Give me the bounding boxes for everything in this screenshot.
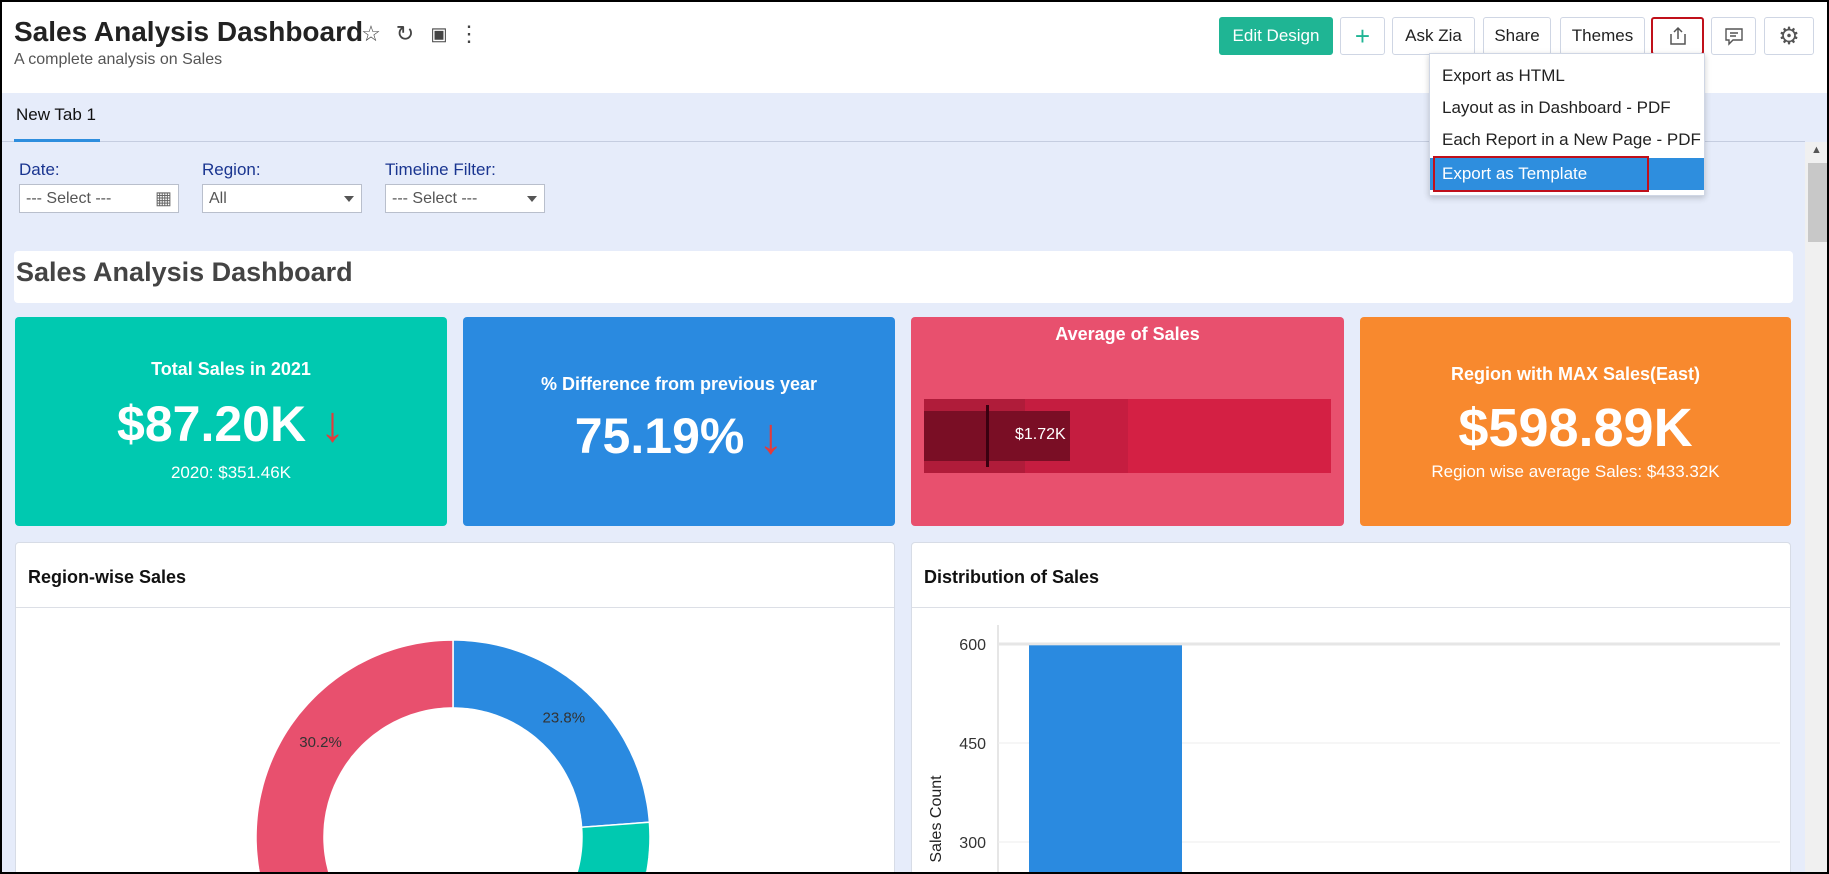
date-filter-value: --- Select --- bbox=[26, 190, 112, 207]
export-icon bbox=[1669, 26, 1686, 45]
kpi-title: % Difference from previous year bbox=[540, 374, 818, 394]
menu-item-export-html[interactable]: Export as HTML bbox=[1442, 66, 1565, 85]
divider bbox=[16, 607, 894, 608]
settings-button[interactable]: ⚙ bbox=[1764, 17, 1814, 55]
export-menu: Export as HTML Layout as in Dashboard - … bbox=[1429, 53, 1705, 196]
add-button[interactable]: + bbox=[1340, 17, 1385, 55]
scrollbar-thumb[interactable] bbox=[1808, 163, 1827, 242]
export-button[interactable] bbox=[1651, 17, 1704, 55]
region-wise-sales-card: Region-wise Sales 23.8% 30.2% bbox=[15, 542, 895, 873]
donut-slice[interactable] bbox=[266, 821, 651, 873]
tab-new-tab-1[interactable]: New Tab 1 bbox=[16, 105, 97, 124]
date-filter-label: Date: bbox=[19, 160, 60, 179]
tab-bar: New Tab 1 bbox=[0, 93, 1805, 142]
dashboard-subtitle: A complete analysis on Sales bbox=[14, 51, 223, 68]
dashboard-title: Sales Analysis Dashboard bbox=[14, 16, 364, 47]
scroll-up-icon[interactable]: ▲ bbox=[1811, 144, 1822, 156]
comments-button[interactable] bbox=[1711, 17, 1756, 55]
kpi-value: 75.19% ↓ bbox=[463, 407, 895, 465]
slice-label: 23.8% bbox=[543, 709, 586, 726]
bar[interactable] bbox=[1029, 645, 1182, 873]
y-tick-label: 450 bbox=[959, 736, 986, 753]
bullet-target-marker bbox=[986, 405, 989, 467]
region-filter-value: All bbox=[209, 190, 227, 207]
chevron-down-icon bbox=[527, 196, 537, 202]
divider bbox=[912, 607, 1790, 608]
timeline-filter-label: Timeline Filter: bbox=[385, 160, 496, 179]
gear-icon: ⚙ bbox=[1778, 22, 1800, 50]
more-vertical-icon[interactable]: ⋮ bbox=[458, 21, 480, 46]
ask-zia-button[interactable]: Ask Zia bbox=[1392, 17, 1475, 55]
y-axis-label: Sales Count bbox=[928, 775, 945, 863]
kpi-region-max-sales[interactable]: Region with MAX Sales(East) $598.89K Reg… bbox=[1360, 317, 1791, 526]
kpi-value-text: $87.20K bbox=[117, 396, 307, 452]
arrow-down-icon: ↓ bbox=[319, 396, 345, 452]
calendar-icon[interactable]: ▦ bbox=[154, 188, 172, 208]
dashboard-banner: Sales Analysis Dashboard bbox=[14, 251, 1793, 303]
region-filter-select[interactable]: All bbox=[202, 184, 362, 213]
save-icon[interactable]: ▣ bbox=[430, 24, 448, 44]
chart-title: Region-wise Sales bbox=[28, 567, 187, 587]
date-filter-input[interactable]: --- Select --- ▦ bbox=[19, 184, 179, 213]
region-filter-label: Region: bbox=[202, 160, 261, 179]
kpi-value: $598.89K bbox=[1458, 398, 1693, 458]
chevron-down-icon bbox=[344, 196, 354, 202]
edit-design-button[interactable]: Edit Design bbox=[1219, 17, 1333, 55]
arrow-down-icon: ↓ bbox=[758, 408, 784, 464]
bar-chart: 300 450 600 Sales Count bbox=[928, 625, 1780, 873]
y-tick-label: 300 bbox=[959, 835, 986, 852]
menu-item-export-template[interactable]: Export as Template bbox=[1430, 156, 1704, 192]
kpi-total-sales[interactable]: Total Sales in 2021 $87.20K ↓ 2020: $351… bbox=[15, 317, 447, 526]
distribution-of-sales-card: Distribution of Sales 300 450 600 Sales Cou… bbox=[911, 542, 1791, 873]
timeline-filter-select[interactable]: --- Select --- bbox=[385, 184, 545, 213]
kpi-average-sales[interactable]: Average of Sales $1.72K bbox=[911, 317, 1344, 526]
active-tab-indicator bbox=[14, 139, 100, 142]
kpi-percent-difference[interactable]: % Difference from previous year 75.19% ↓ bbox=[463, 317, 895, 526]
vertical-scrollbar[interactable]: ▲ bbox=[1805, 142, 1827, 872]
y-tick-label: 600 bbox=[959, 637, 986, 654]
kpi-title: Total Sales in 2021 bbox=[151, 359, 311, 379]
kpi-subtext: Region wise average Sales: $433.32K bbox=[1431, 462, 1720, 481]
kpi-value-text: 75.19% bbox=[574, 408, 745, 464]
slice-label: 30.2% bbox=[299, 734, 342, 751]
banner-title: Sales Analysis Dashboard bbox=[16, 257, 353, 287]
menu-item-layout-pdf[interactable]: Layout as in Dashboard - PDF bbox=[1442, 98, 1671, 117]
kpi-subtext: 2020: $351.46K bbox=[170, 463, 292, 482]
comment-icon bbox=[1724, 28, 1743, 46]
share-button[interactable]: Share bbox=[1483, 17, 1551, 55]
kpi-value: $87.20K ↓ bbox=[15, 395, 447, 453]
chart-title: Distribution of Sales bbox=[924, 567, 1100, 587]
kpi-title: Region with MAX Sales(East) bbox=[1450, 364, 1701, 384]
bullet-value-label: $1.72K bbox=[1015, 426, 1066, 443]
menu-item-label: Export as Template bbox=[1442, 164, 1588, 183]
star-icon[interactable]: ☆ bbox=[361, 21, 381, 46]
refresh-icon[interactable]: ↻ bbox=[395, 21, 415, 46]
bullet-value-bar bbox=[924, 411, 1070, 461]
kpi-title: Average of Sales bbox=[1055, 324, 1200, 344]
donut-chart: 23.8% 30.2% bbox=[255, 639, 651, 873]
menu-item-each-report-pdf[interactable]: Each Report in a New Page - PDF bbox=[1442, 130, 1701, 149]
donut-slice[interactable] bbox=[255, 639, 454, 873]
themes-button[interactable]: Themes bbox=[1560, 17, 1645, 55]
timeline-filter-value: --- Select --- bbox=[392, 190, 478, 207]
donut-slice[interactable] bbox=[452, 639, 651, 829]
